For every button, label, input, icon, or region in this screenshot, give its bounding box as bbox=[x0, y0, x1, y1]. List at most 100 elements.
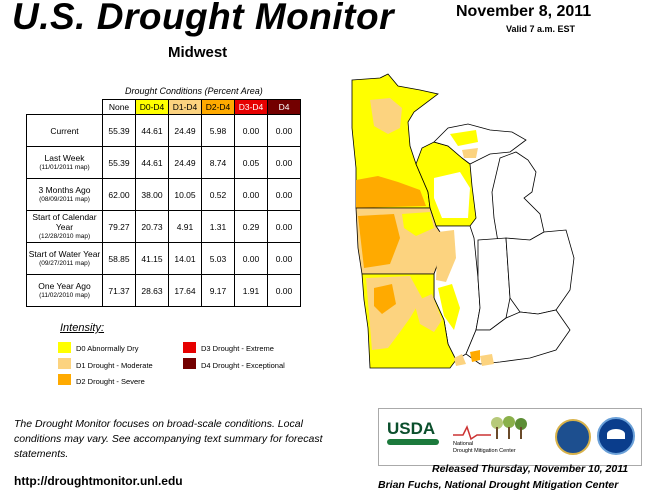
table-cell: 79.27 bbox=[102, 210, 136, 243]
ndmc-logo-line1: National bbox=[453, 441, 474, 447]
table-cell: 38.00 bbox=[135, 178, 169, 211]
commerce-seal-icon bbox=[555, 419, 591, 455]
table-cell: 0.00 bbox=[234, 114, 268, 147]
table-cell: 9.17 bbox=[201, 274, 235, 307]
iowa-d0-area bbox=[402, 212, 434, 236]
website-link[interactable]: http://droughtmonitor.unl.edu bbox=[14, 474, 183, 488]
upper-michigan-d1 bbox=[462, 148, 478, 158]
table-caption: Drought Conditions (Percent Area) bbox=[125, 86, 263, 96]
minnesota-d2-area bbox=[356, 176, 426, 208]
noaa-seal-bird bbox=[607, 429, 625, 439]
table-cell: 0.29 bbox=[234, 210, 268, 243]
table-cell: 5.98 bbox=[201, 114, 235, 147]
legend-swatch-d4 bbox=[183, 358, 196, 369]
col-header-d1-d4: D1-D4 bbox=[168, 99, 202, 115]
footnote-text: The Drought Monitor focuses on broad-sca… bbox=[14, 418, 323, 460]
state-kentucky bbox=[465, 309, 571, 365]
table-row: 3 Months Ago (08/09/2011 map) 62.00 38.00… bbox=[26, 178, 301, 211]
row-sublabel: (12/28/2010 map) bbox=[38, 232, 91, 240]
missouri-bootheel-d1 bbox=[454, 354, 466, 366]
release-date: Released Thursday, November 10, 2011 bbox=[432, 463, 629, 475]
legend-swatch-d3 bbox=[183, 342, 196, 353]
table-row: Last Week (11/01/2011 map) 55.39 44.61 24… bbox=[26, 146, 301, 179]
page-title: U.S. Drought Monitor bbox=[12, 0, 394, 37]
table-row: Start of Calendar Year (12/28/2010 map) 7… bbox=[26, 210, 301, 243]
row-label-text: Last Week bbox=[44, 152, 85, 163]
row-sublabel: (11/02/2010 map) bbox=[39, 291, 90, 299]
table-cell: 44.61 bbox=[135, 114, 169, 147]
table-cell: 0.05 bbox=[234, 146, 268, 179]
table-cell: 62.00 bbox=[102, 178, 136, 211]
row-label: Current bbox=[26, 114, 103, 147]
table-cell: 0.00 bbox=[267, 146, 301, 179]
state-ohio bbox=[505, 229, 575, 315]
table-cell: 58.85 bbox=[102, 242, 136, 275]
col-header-d3-d4: D3-D4 bbox=[234, 99, 268, 115]
row-label-text: Current bbox=[50, 125, 79, 136]
row-sublabel: (09/27/2011 map) bbox=[39, 259, 90, 267]
col-header-d2-d4: D2-D4 bbox=[201, 99, 235, 115]
row-label: Start of Water Year (09/27/2011 map) bbox=[26, 242, 103, 275]
table-cell: 71.37 bbox=[102, 274, 136, 307]
wisconsin-no-drought bbox=[434, 172, 470, 218]
legend-label-d0: D0 Abnormally Dry bbox=[76, 344, 139, 353]
table-cell: 17.64 bbox=[168, 274, 202, 307]
table-row: Start of Water Year (09/27/2011 map) 58.8… bbox=[26, 242, 301, 275]
ndmc-logo-line2: Drought Mitigation Center bbox=[453, 448, 516, 454]
minnesota-d1-area bbox=[370, 98, 402, 134]
legend-label-d1: D1 Drought - Moderate bbox=[76, 361, 153, 370]
table-cell: 5.03 bbox=[201, 242, 235, 275]
usda-logo-text: USDA bbox=[387, 419, 436, 438]
kentucky-d2-area bbox=[470, 350, 480, 362]
row-label: Last Week (11/01/2011 map) bbox=[26, 146, 103, 179]
legend-label-d2: D2 Drought - Severe bbox=[76, 377, 145, 386]
table-row: Current 55.39 44.61 24.49 5.98 0.00 0.00 bbox=[26, 114, 301, 147]
table-cell: 55.39 bbox=[102, 114, 136, 147]
legend-swatch-d1 bbox=[58, 358, 71, 369]
row-sublabel: (11/01/2011 map) bbox=[39, 163, 90, 171]
row-label-text: Start of Water Year bbox=[28, 248, 101, 259]
table-cell: 0.52 bbox=[201, 178, 235, 211]
logo-box: USDA National Drought Mitigation Center bbox=[378, 408, 642, 466]
legend-title: Intensity: bbox=[60, 322, 105, 334]
col-header-none: None bbox=[102, 99, 136, 115]
table-cell: 44.61 bbox=[135, 146, 169, 179]
table-cell: 0.00 bbox=[234, 178, 268, 211]
noaa-seal-icon bbox=[597, 417, 635, 455]
table-cell: 55.39 bbox=[102, 146, 136, 179]
table-cell: 24.49 bbox=[168, 146, 202, 179]
legend-label-d3: D3 Drought - Extreme bbox=[201, 344, 274, 353]
table-cell: 4.91 bbox=[168, 210, 202, 243]
table-cell: 0.00 bbox=[267, 178, 301, 211]
table-cell: 24.49 bbox=[168, 114, 202, 147]
table-cell: 1.31 bbox=[201, 210, 235, 243]
table-cell: 0.00 bbox=[267, 114, 301, 147]
table-row: One Year Ago (11/02/2010 map) 71.37 28.63… bbox=[26, 274, 301, 307]
map-date: November 8, 2011 bbox=[456, 3, 592, 20]
table-cell: 0.00 bbox=[234, 242, 268, 275]
row-label: One Year Ago (11/02/2010 map) bbox=[26, 274, 103, 307]
table-cell: 14.01 bbox=[168, 242, 202, 275]
legend-swatch-d2 bbox=[58, 374, 71, 385]
region-label: Midwest bbox=[168, 44, 228, 61]
state-indiana bbox=[475, 237, 511, 331]
missouri-d2-area bbox=[374, 284, 396, 314]
table-cell: 28.63 bbox=[135, 274, 169, 307]
row-label: 3 Months Ago (08/09/2011 map) bbox=[26, 178, 103, 211]
drought-table: None D0-D4 D1-D4 D2-D4 D3-D4 D4 Current … bbox=[26, 99, 301, 307]
usda-logo: USDA bbox=[387, 419, 439, 453]
table-cell: 1.91 bbox=[234, 274, 268, 307]
row-sublabel: (08/09/2011 map) bbox=[39, 195, 90, 203]
row-label-text: One Year Ago bbox=[38, 280, 91, 291]
table-header-row: None D0-D4 D1-D4 D2-D4 D3-D4 D4 bbox=[27, 99, 301, 115]
author-credit: Brian Fuchs, National Drought Mitigation… bbox=[378, 479, 619, 491]
kentucky-d1-area bbox=[480, 354, 494, 366]
table-cell: 0.00 bbox=[267, 274, 301, 307]
table-cell: 8.74 bbox=[201, 146, 235, 179]
table-cell: 10.05 bbox=[168, 178, 202, 211]
table-cell: 0.00 bbox=[267, 242, 301, 275]
row-label-text: Start of Calendar Year bbox=[32, 211, 97, 232]
col-header-d0-d4: D0-D4 bbox=[135, 99, 169, 115]
usda-logo-swoosh bbox=[387, 439, 439, 445]
state-lower-michigan bbox=[491, 151, 545, 243]
